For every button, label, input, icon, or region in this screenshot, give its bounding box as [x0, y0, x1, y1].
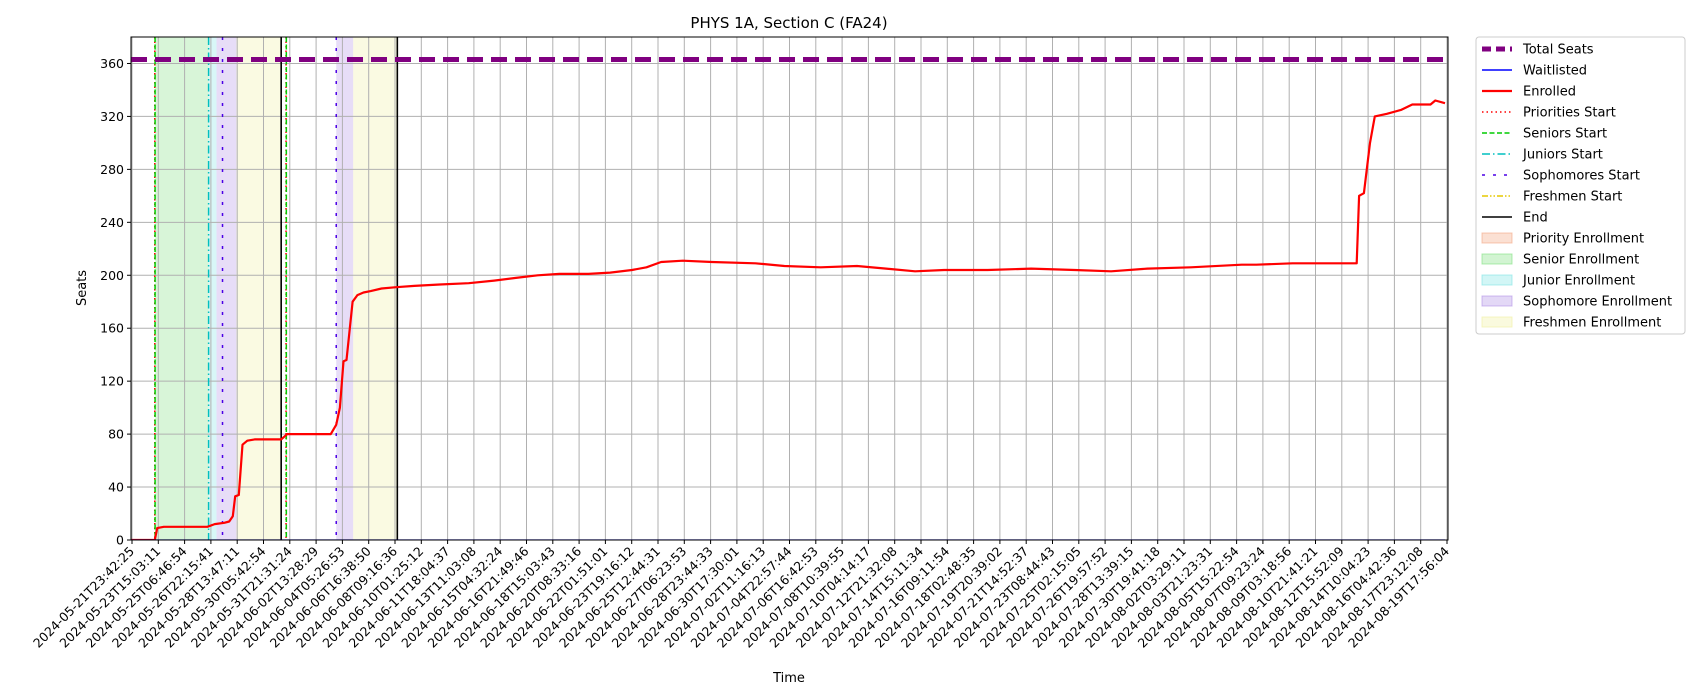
band-senior-enrollment-0	[155, 37, 209, 540]
y-tick-label: 40	[108, 480, 124, 495]
legend-swatch-freshmen-enrollment	[1481, 316, 1513, 328]
legend-label-end: End	[1523, 211, 1548, 226]
legend-label-priorities-start: Priorities Start	[1523, 106, 1616, 121]
y-tick-label: 280	[100, 162, 124, 177]
legend-label-enrolled: Enrolled	[1523, 85, 1576, 100]
x-axis-label: Time	[772, 671, 805, 686]
legend-label-sophomore-enrollment: Sophomore Enrollment	[1523, 295, 1672, 310]
legend-swatch-priority-enrollment	[1481, 232, 1513, 244]
band-sophomore-enrollment-4	[336, 37, 354, 540]
legend-label-junior-enrollment: Junior Enrollment	[1522, 274, 1635, 289]
y-tick-label: 200	[100, 268, 124, 283]
legend-label-freshmen-enrollment: Freshmen Enrollment	[1523, 316, 1661, 331]
y-tick-label: 160	[100, 321, 124, 336]
chart-title: PHYS 1A, Section C (FA24)	[690, 14, 887, 32]
legend-swatch-senior-enrollment	[1481, 253, 1513, 265]
legend-label-sophomores-start: Sophomores Start	[1523, 169, 1640, 184]
legend-label-waitlisted: Waitlisted	[1523, 64, 1587, 79]
legend-label-freshmen-start: Freshmen Start	[1523, 190, 1622, 205]
legend: Total Seats Waitlisted Enrolled Priorities …	[1475, 36, 1686, 335]
legend-label-juniors-start: Juniors Start	[1522, 148, 1603, 163]
legend-frame	[1475, 36, 1686, 335]
band-freshmen-enrollment-3	[236, 37, 282, 540]
y-tick-label: 80	[108, 427, 124, 442]
legend-label-seniors-start: Seniors Start	[1523, 127, 1607, 142]
y-tick-label: 360	[100, 56, 124, 71]
band-junior-enrollment-1	[208, 37, 217, 540]
band-sophomore-enrollment-2	[216, 37, 237, 540]
y-axis-label: Seats	[75, 270, 90, 306]
legend-label-priority-enrollment: Priority Enrollment	[1523, 232, 1644, 247]
legend-label-total-seats: Total Seats	[1522, 43, 1594, 58]
legend-swatch-junior-enrollment	[1481, 274, 1513, 286]
y-tick-label: 320	[100, 109, 124, 124]
y-tick-label: 0	[116, 533, 124, 548]
legend-swatch-sophomore-enrollment	[1481, 295, 1513, 307]
legend-label-senior-enrollment: Senior Enrollment	[1523, 253, 1639, 268]
y-tick-label: 240	[100, 215, 124, 230]
series-enrolled-line	[131, 99, 1446, 540]
y-tick-label: 120	[100, 374, 124, 389]
